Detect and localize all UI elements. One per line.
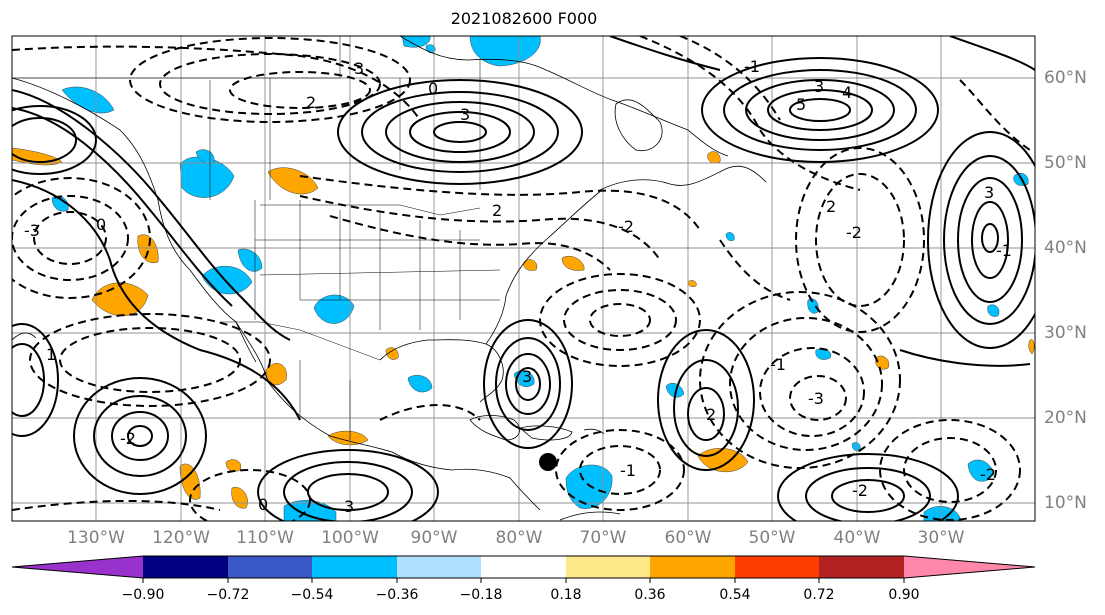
- contour-label: 3: [522, 367, 532, 386]
- lat-label: 60°N: [1044, 68, 1087, 88]
- contour-label: 4: [842, 83, 852, 102]
- coastlines: [12, 36, 767, 521]
- graticule: [12, 36, 1035, 521]
- colorbar-tick-label: −0.36: [375, 587, 419, 603]
- lon-label: 110°W: [236, 528, 294, 548]
- lat-label: 10°N: [1044, 493, 1087, 513]
- lon-label: 60°W: [664, 528, 712, 548]
- lon-label: 80°W: [495, 528, 543, 548]
- contour-label: 3: [460, 105, 470, 124]
- colorbar-segment: [143, 556, 228, 578]
- colorbar-segment: [819, 556, 904, 578]
- contour-label: 2: [492, 201, 502, 220]
- colorbar-segment: [228, 556, 312, 578]
- lat-label: 40°N: [1044, 238, 1087, 258]
- colorbar-tick-label: 0.18: [550, 587, 582, 603]
- lon-label: 90°W: [410, 528, 458, 548]
- contour-label: -2: [852, 481, 868, 500]
- contour-label: 2: [306, 93, 316, 112]
- contour-label: -3: [24, 221, 40, 240]
- contour-label: 3: [984, 183, 994, 202]
- contour-label: 3: [344, 497, 354, 516]
- lat-label: 20°N: [1044, 408, 1087, 428]
- contour-label: -2: [120, 429, 136, 448]
- contour-label: 0: [96, 215, 106, 234]
- lon-label: 130°W: [67, 528, 125, 548]
- lon-label: 50°W: [748, 528, 796, 548]
- contour-label: 3: [814, 77, 824, 96]
- colorbar-segment: [397, 556, 481, 578]
- colorbar-tick-label: 0.72: [803, 587, 835, 603]
- map-title: 2021082600 F000: [450, 9, 598, 28]
- colorbar-segment: [650, 556, 735, 578]
- contour-label: 1: [46, 345, 56, 364]
- lon-label: 100°W: [321, 528, 379, 548]
- contour-label: -2: [846, 223, 862, 242]
- storm-center-marker: [539, 453, 557, 471]
- contour-label: -2: [618, 217, 634, 236]
- colorbar-segment: [312, 556, 397, 578]
- contour-label: 0: [428, 79, 438, 98]
- contour-label: -1: [770, 355, 786, 374]
- contour-label: 3: [354, 59, 364, 78]
- colorbar-tick-label: 0.90: [888, 587, 920, 603]
- colorbar-tick-label: −0.54: [290, 587, 334, 603]
- lon-label: 120°W: [152, 528, 210, 548]
- colorbar-tick-label: 0.36: [634, 587, 666, 603]
- positive-contours: [12, 36, 1035, 521]
- negative-contours: [12, 36, 1031, 521]
- contour-labels: 3 2 0 3 5 4 3 -1 2 -2 3 -1 2 -2 -3 2 -2 …: [24, 57, 1012, 516]
- lon-label: 40°W: [833, 528, 881, 548]
- lat-label: 30°N: [1044, 323, 1087, 343]
- colorbar-segment: [735, 556, 819, 578]
- colorbar-tick-label: 0.54: [719, 587, 751, 603]
- colorbar-segment: [481, 556, 566, 578]
- colorbar-tick-label: −0.90: [121, 587, 165, 603]
- lon-label: 70°W: [579, 528, 627, 548]
- lon-label: 30°W: [917, 528, 965, 548]
- colorbar-extend-high: [904, 556, 1035, 578]
- colorbar-segment: [566, 556, 650, 578]
- lat-label: 50°N: [1044, 153, 1087, 173]
- contour-label: 0: [258, 495, 268, 514]
- colorbar-tick-label: −0.72: [206, 587, 250, 603]
- contour-label: -3: [808, 389, 824, 408]
- contour-label: -2: [980, 465, 996, 484]
- contour-label: -1: [996, 241, 1012, 260]
- contour-label: 2: [826, 197, 836, 216]
- contour-label: -1: [620, 461, 636, 480]
- contour-label: 5: [796, 95, 806, 114]
- colorbar-tick-label: −0.18: [459, 587, 503, 603]
- contour-label: 2: [706, 405, 716, 424]
- state-borders: [12, 36, 501, 440]
- colorbar-extend-low: [12, 556, 143, 578]
- contour-label: -1: [744, 57, 760, 76]
